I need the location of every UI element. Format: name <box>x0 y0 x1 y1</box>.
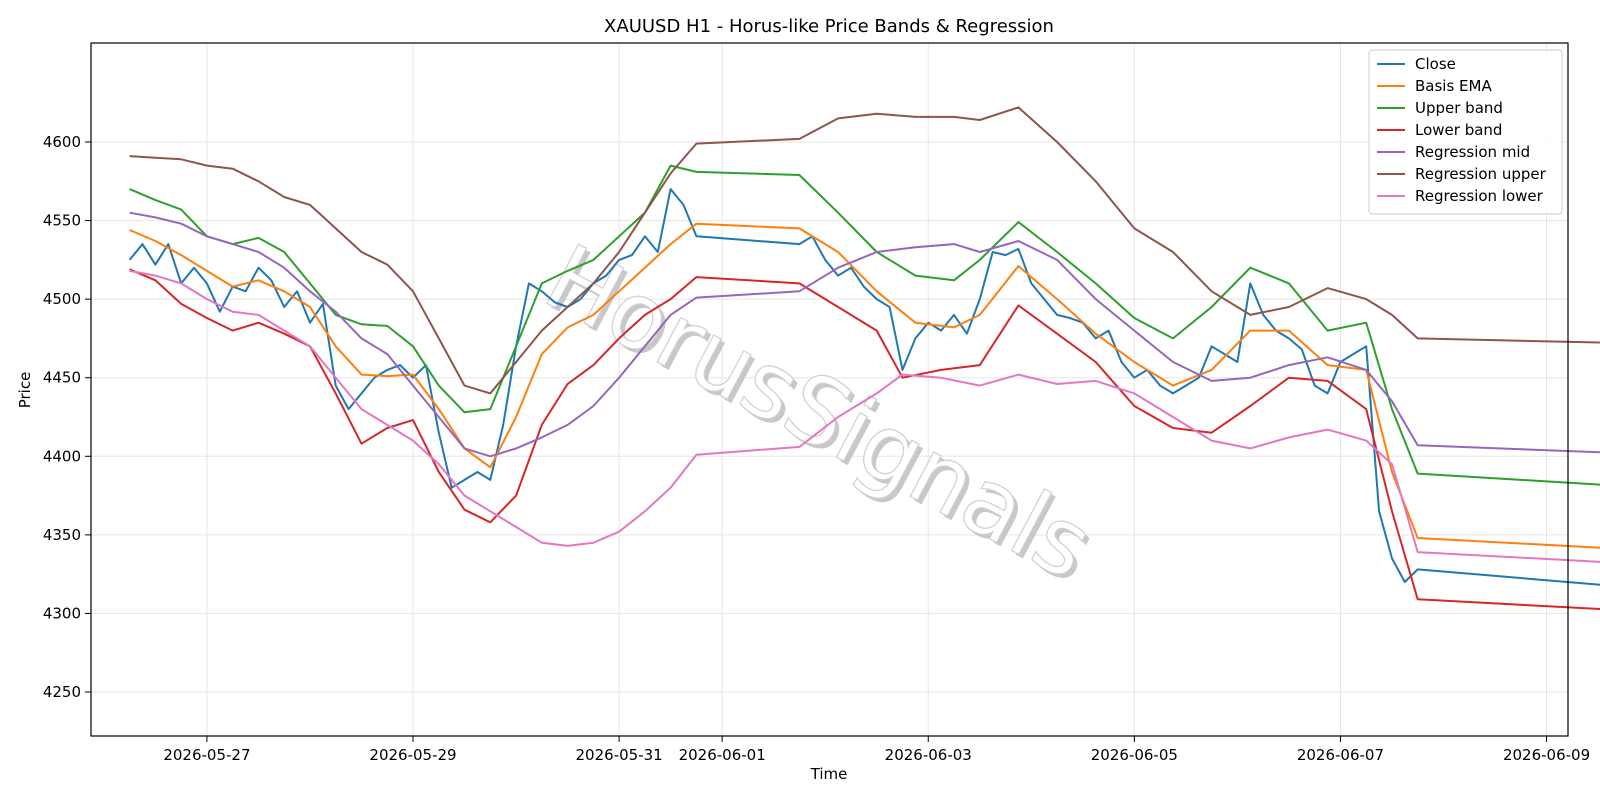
series-line-close <box>128 188 1600 586</box>
series-line-lower-band <box>129 268 1600 611</box>
y-tick-label: 4300 <box>43 604 81 622</box>
y-tick-label: 4550 <box>43 212 81 230</box>
y-tick-label: 4500 <box>43 290 81 308</box>
x-axis-label: Time <box>810 765 848 783</box>
legend-label: Basis EMA <box>1415 77 1492 95</box>
plot-frame <box>90 42 1569 737</box>
x-tick-label: 2026-06-07 <box>1297 746 1384 764</box>
y-tick-label: 4400 <box>43 447 81 465</box>
x-tick-label: 2026-06-03 <box>885 746 972 764</box>
legend-box <box>1368 49 1563 215</box>
legend-label: Close <box>1415 55 1456 73</box>
y-tick-label: 4250 <box>43 683 81 701</box>
series-line-regression-lower <box>129 269 1600 563</box>
x-tick-label: 2026-06-05 <box>1091 746 1178 764</box>
legend-label: Regression lower <box>1415 187 1544 205</box>
x-tick-label: 2026-06-01 <box>679 746 766 764</box>
legend: Close Basis EMA Upper band Lower band Regres… <box>1368 49 1563 215</box>
x-tick-label: 2026-05-31 <box>576 746 663 764</box>
legend-label: Upper band <box>1415 99 1503 117</box>
legend-label: Regression mid <box>1415 143 1530 161</box>
series-line-basis-ema <box>129 222 1600 549</box>
series-lines <box>128 106 1600 611</box>
legend-label: Regression upper <box>1415 165 1547 183</box>
y-tick-label: 4450 <box>43 369 81 387</box>
x-tick-label: 2026-05-29 <box>369 746 456 764</box>
series-line-regression-upper <box>129 106 1600 395</box>
legend-label: Lower band <box>1415 121 1502 139</box>
x-tick-label: 2026-05-27 <box>163 746 250 764</box>
y-tick-label: 4600 <box>43 133 81 151</box>
y-axis-label: Price <box>16 372 34 409</box>
y-tick-label: 4350 <box>43 526 81 544</box>
x-tick-label: 2026-06-09 <box>1503 746 1590 764</box>
series-line-regression-mid <box>129 211 1600 458</box>
y-axis-ticks: 4250 4300 4350 4400 4450 4500 4550 4600 <box>43 133 91 701</box>
x-axis-ticks: 2026-05-27 2026-05-29 2026-05-31 2026-06-01… <box>163 736 1590 764</box>
series-line-upper-band <box>129 164 1600 486</box>
chart-title: XAUUSD H1 - Horus-like Price Bands & Reg… <box>604 16 1054 37</box>
